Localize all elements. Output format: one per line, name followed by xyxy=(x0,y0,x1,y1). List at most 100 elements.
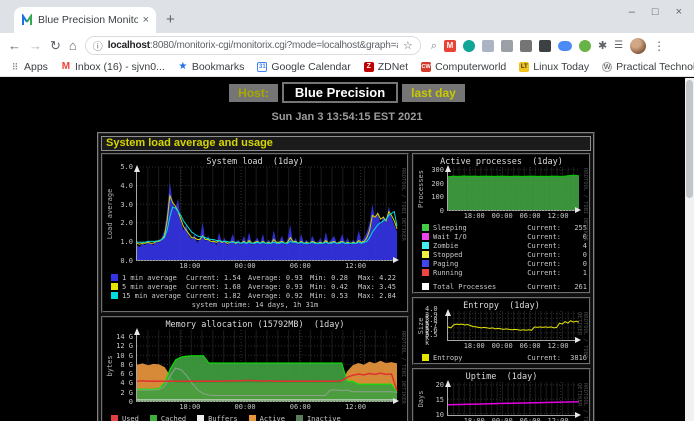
y-axis-ticks: 300 200 100 0 xyxy=(425,165,447,215)
new-tab-button[interactable]: + xyxy=(166,11,175,28)
chart-title: Entropy (1day) xyxy=(463,301,540,311)
active-processes-plot[interactable] xyxy=(445,165,581,213)
y-tick: 3.0 xyxy=(120,200,133,209)
rrdtool-watermark: RRDTOOL / TOBI OETIKER xyxy=(400,168,406,241)
apps-grid-icon: ⠿ xyxy=(11,62,19,72)
legend-item: Active xyxy=(248,415,285,421)
gmail-icon: M xyxy=(61,61,71,72)
bookmark-bookmarks[interactable]: ★ Bookmarks xyxy=(178,61,245,73)
window-minimize-icon[interactable]: – xyxy=(628,6,635,18)
x-tick: 18:00 xyxy=(463,342,485,350)
legend-swatch xyxy=(111,274,118,281)
legend-item: Buffers xyxy=(197,415,238,421)
extension-icons: ⌕ M ✱ ☰ ⋮ xyxy=(430,37,666,54)
legend-swatch xyxy=(422,251,429,258)
bookmark-google-calendar[interactable]: 31 Google Calendar xyxy=(257,61,351,73)
rrdtool-watermark: RRDTOOL / TOBI OETIKER xyxy=(582,168,588,241)
chart-legend: Used Cached Buffers Active Inactive xyxy=(111,414,405,421)
x-tick: 06:00 xyxy=(519,417,541,421)
window-close-icon[interactable]: × xyxy=(675,6,682,18)
rrdtool-watermark: RRDTOOL / TOBI OETIKER xyxy=(576,383,588,421)
computerworld-icon: CW xyxy=(421,62,432,72)
scrollbar-thumb[interactable] xyxy=(686,80,693,198)
legend-item: Inactive xyxy=(295,415,341,421)
copy-extension-icon[interactable] xyxy=(481,39,494,52)
bookmark-inbox[interactable]: M Inbox (16) - sjvn0... xyxy=(61,61,165,73)
extension-icon[interactable] xyxy=(578,39,591,52)
x-axis-ticks: 18:00 00:00 06:00 12:00 xyxy=(447,342,579,351)
search-extension-icon[interactable]: ⌕ xyxy=(430,39,437,52)
x-axis-ticks: 18:00 00:00 06:00 12:00 xyxy=(447,212,579,221)
y-tick: 5.0 xyxy=(120,163,133,171)
chart-legend: 1 min average Current: 1.54 Average: 0.93 M… xyxy=(111,273,405,300)
extension-icon[interactable] xyxy=(500,39,513,52)
star-icon: ★ xyxy=(178,61,188,72)
browser-tab[interactable]: Blue Precision Monitorix × xyxy=(14,7,156,33)
browser-menu-icon[interactable]: ⋮ xyxy=(653,38,666,53)
window-maximize-icon[interactable]: □ xyxy=(651,6,659,18)
extension-icon[interactable] xyxy=(557,40,572,51)
legend-row: Used Cached Buffers Active Inactive xyxy=(111,414,405,421)
system-load-chart: System load (1day) Load average 5.0 4.0 3.… xyxy=(101,153,409,313)
back-icon[interactable]: ← xyxy=(8,38,21,53)
legend-row: 1 min average Current: 1.54 Average: 0.93 M… xyxy=(111,273,405,282)
extensions-puzzle-icon[interactable]: ✱ xyxy=(597,39,608,52)
y-tick: 10 G xyxy=(116,351,133,360)
reload-icon[interactable]: ↻ xyxy=(50,38,61,53)
legend-swatch xyxy=(422,283,429,290)
y-tick: 10 xyxy=(435,410,444,419)
extension-icon[interactable] xyxy=(462,39,475,52)
entropy-chart: Entropy (1day) Size 4.0 k 3.9 k 3.8 k 3.7 k… xyxy=(412,297,591,365)
gmail-extension-icon[interactable]: M xyxy=(443,39,456,52)
legend-row: Total Processes Current: 261 xyxy=(422,282,587,291)
bookmark-zdnet[interactable]: Z ZDNet xyxy=(363,61,408,73)
reading-list-icon[interactable]: ☰ xyxy=(614,39,624,51)
host-value: Blue Precision xyxy=(281,82,399,103)
x-tick: 12:00 xyxy=(547,212,569,220)
x-tick: 18:00 xyxy=(179,403,201,411)
y-tick: 3.6 k xyxy=(425,325,438,342)
x-tick: 00:00 xyxy=(491,417,513,421)
x-tick: 00:00 xyxy=(234,262,256,270)
browser-window: Blue Precision Monitorix × + – □ × ← → ↻… xyxy=(0,0,694,77)
x-tick: 18:00 xyxy=(463,417,485,421)
address-bar[interactable]: ⓘ localhost:8080/monitorix-cgi/monitorix… xyxy=(84,36,421,55)
x-tick: 12:00 xyxy=(547,342,569,350)
bookmark-star-icon[interactable]: ☆ xyxy=(402,40,413,52)
y-tick: 14 G xyxy=(116,332,133,341)
y-tick: 0 xyxy=(439,207,444,215)
x-tick: 00:00 xyxy=(491,342,513,350)
y-tick: 20 xyxy=(435,380,444,389)
bookmark-apps[interactable]: ⠿ Apps xyxy=(11,61,48,73)
x-tick: 06:00 xyxy=(519,212,541,220)
home-icon[interactable]: ⌂ xyxy=(68,38,77,53)
legend-row: Stopped Current: 0 xyxy=(422,250,587,259)
y-tick: 0.0 xyxy=(120,257,133,265)
bookmark-computerworld[interactable]: CW Computerworld xyxy=(421,61,507,73)
extension-icon[interactable] xyxy=(538,39,551,52)
entropy-plot[interactable] xyxy=(445,309,581,343)
profile-avatar[interactable] xyxy=(630,37,647,54)
y-tick: 8 G xyxy=(120,360,133,369)
system-load-plot[interactable] xyxy=(134,165,399,263)
browser-toolbar: ← → ↻ ⌂ ⓘ localhost:8080/monitorix-cgi/m… xyxy=(0,33,694,58)
uptime-plot[interactable] xyxy=(445,380,581,418)
extension-icon[interactable] xyxy=(519,39,532,52)
section-title: System load average and usage xyxy=(101,136,591,151)
tab-close-icon[interactable]: × xyxy=(142,14,149,26)
wordpress-icon: W xyxy=(602,62,613,72)
memory-allocation-plot[interactable] xyxy=(134,328,399,404)
system-load-section: System load average and usage System loa… xyxy=(97,132,595,421)
time-range-label: last day xyxy=(402,83,465,102)
site-info-icon[interactable]: ⓘ xyxy=(92,42,103,53)
y-tick: 4.0 k xyxy=(425,305,438,322)
page-scrollbar[interactable] xyxy=(685,78,694,421)
forward-icon[interactable]: → xyxy=(29,38,42,53)
y-axis-label: Days xyxy=(416,390,425,408)
bookmark-linux-today[interactable]: LT Linux Today xyxy=(519,61,590,73)
window-controls: – □ × xyxy=(629,6,682,18)
y-tick: 300 xyxy=(431,165,444,174)
y-axis-label: Size xyxy=(416,317,425,335)
x-tick: 00:00 xyxy=(234,403,256,411)
